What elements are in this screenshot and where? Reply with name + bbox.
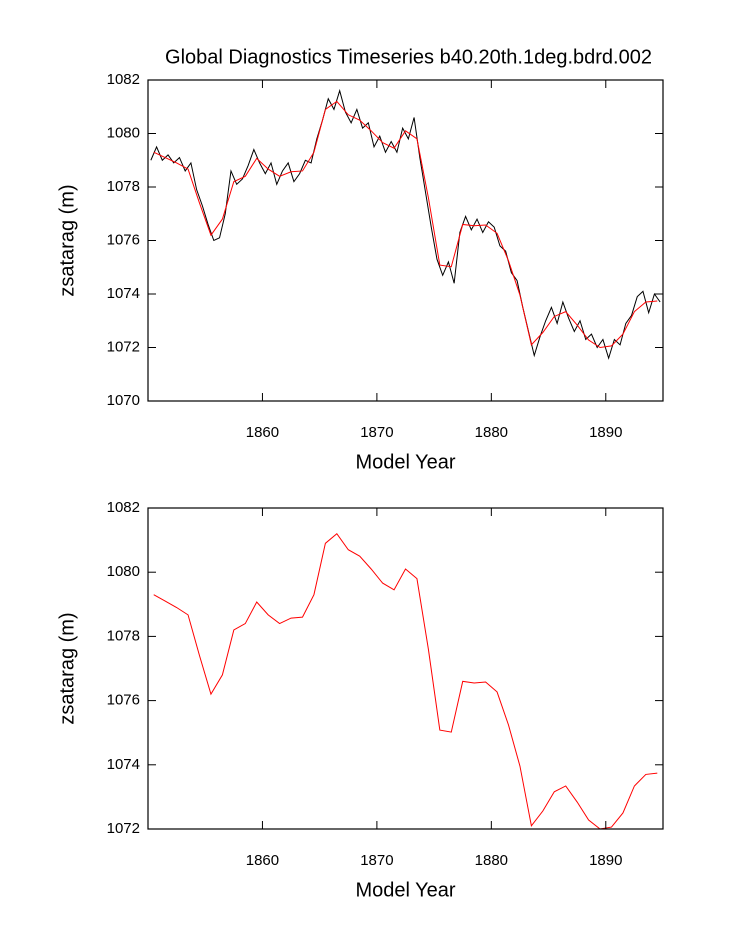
plot-frame [147, 79, 664, 402]
x-axis-label: Model Year [355, 451, 455, 473]
y-tick-label: 1076 [107, 692, 140, 709]
x-tick-label: 1890 [589, 852, 622, 869]
y-tick-label: 1072 [107, 338, 140, 355]
chart-title: Global Diagnostics Timeseries b40.20th.1… [165, 46, 652, 68]
y-tick-label: 1080 [107, 124, 140, 141]
y-tick-label: 1082 [107, 499, 140, 516]
x-tick-label: 1890 [589, 424, 622, 441]
y-tick-label: 1070 [107, 392, 140, 409]
x-tick-label: 1870 [360, 852, 393, 869]
series-line [153, 532, 658, 829]
y-tick-label: 1078 [107, 627, 140, 644]
x-tick-label: 1880 [475, 852, 508, 869]
series-line [150, 88, 661, 360]
x-tick-label: 1860 [246, 852, 279, 869]
y-tick-label: 1072 [107, 820, 140, 837]
y-tick-label: 1078 [107, 178, 140, 195]
y-tick-label: 1074 [107, 756, 140, 773]
y-tick-label: 1074 [107, 285, 140, 302]
x-tick-label: 1880 [475, 424, 508, 441]
y-tick-label: 1080 [107, 563, 140, 580]
series-line [153, 100, 658, 349]
x-tick-label: 1870 [360, 424, 393, 441]
plot-frame [147, 507, 664, 830]
y-tick-label: 1076 [107, 231, 140, 248]
x-axis-label: Model Year [355, 879, 455, 901]
y-axis-label: zsatarag (m) [56, 612, 78, 724]
y-tick-label: 1082 [107, 71, 140, 88]
y-axis-label: zsatarag (m) [56, 184, 78, 296]
x-tick-label: 1860 [246, 424, 279, 441]
